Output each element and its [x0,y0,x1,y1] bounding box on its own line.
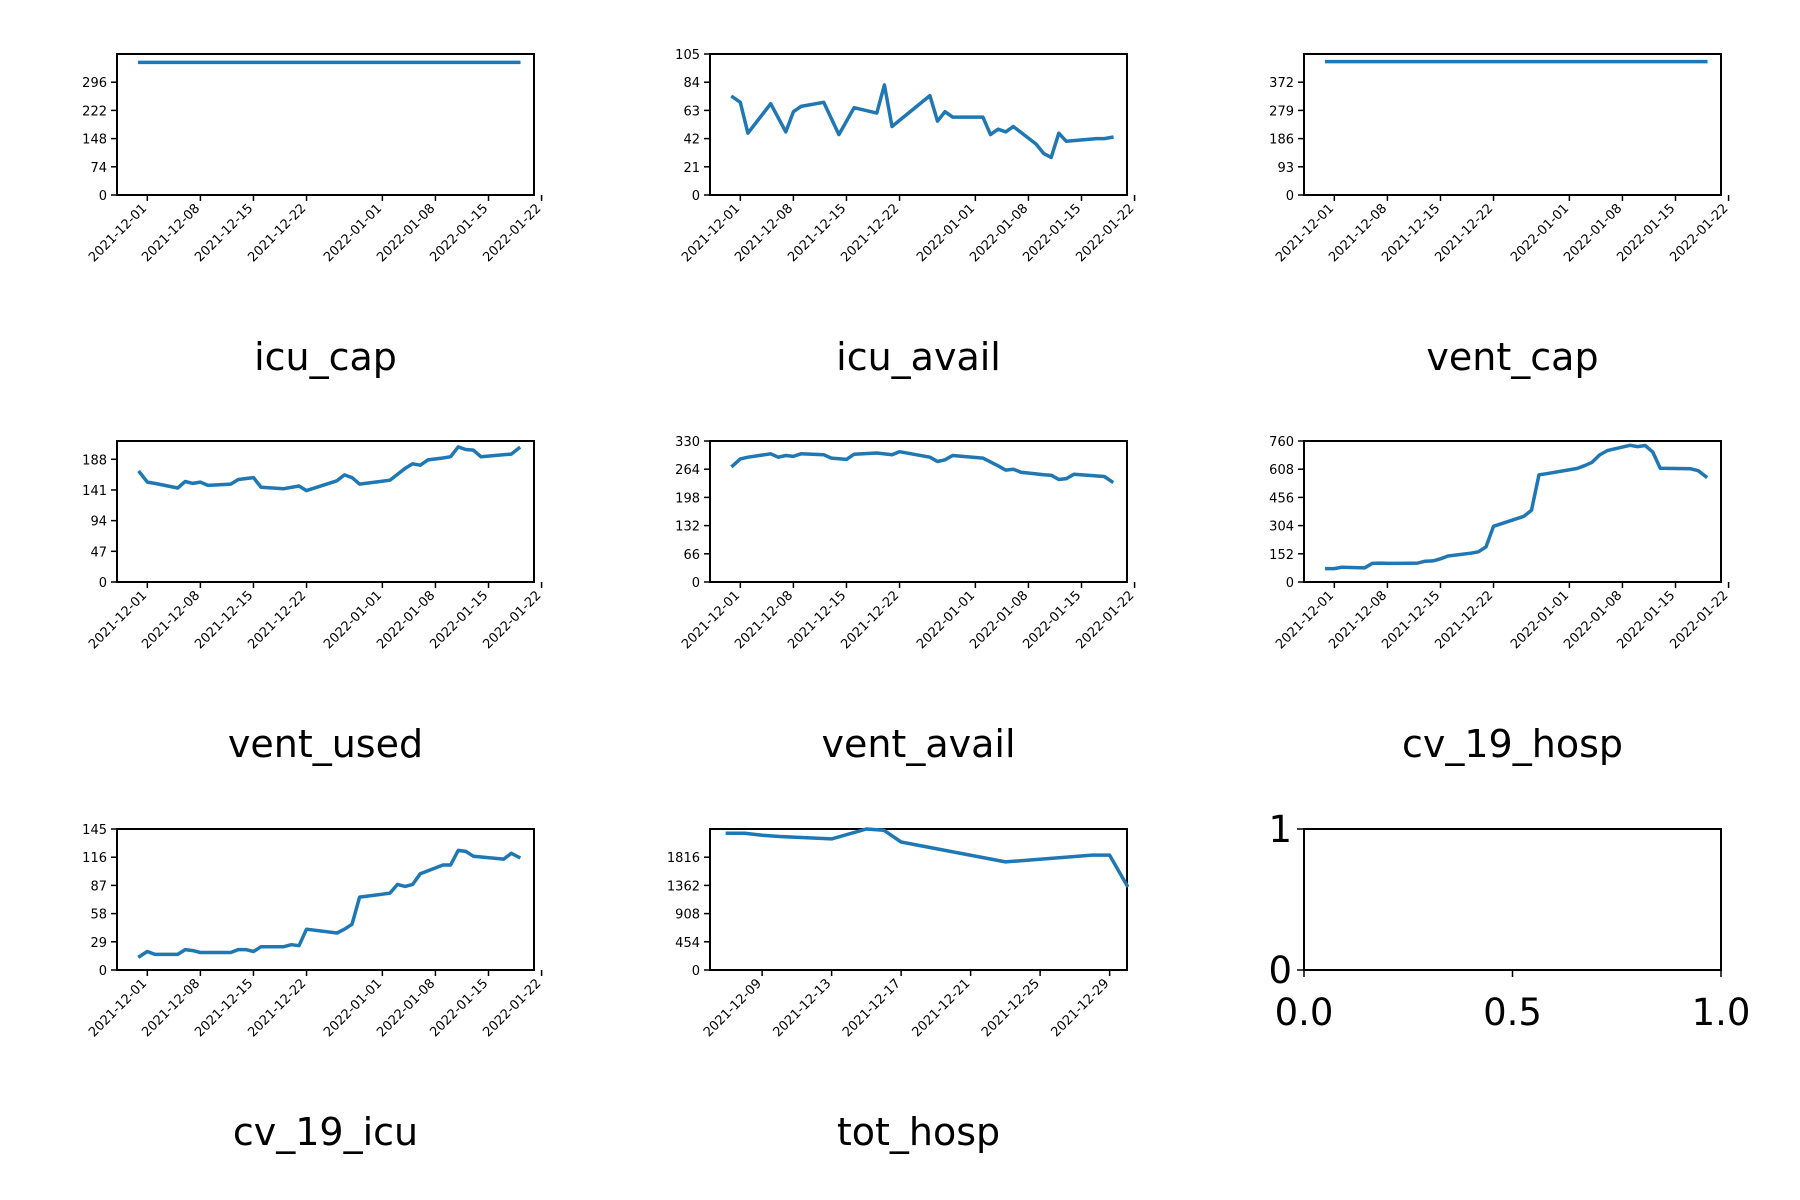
y-tick-label: 1 [1268,808,1292,851]
x-axis-label: vent_avail [821,722,1015,766]
y-tick-label: 152 [1269,548,1294,563]
y-tick-label: 93 [1277,161,1294,176]
y-tick-label: 116 [82,851,107,866]
plot-frame [709,440,1128,583]
y-tick-label: 87 [90,879,107,894]
y-tick-label: 264 [675,463,700,478]
y-tick-label: 141 [82,484,107,499]
y-tick-label: 222 [82,104,107,119]
y-tick-label: 456 [1269,491,1294,506]
x-axis-label: icu_cap [254,335,397,379]
plot-frame [1303,53,1722,196]
y-tick-label: 145 [82,823,107,838]
x-tick-label: 1.0 [1692,991,1751,1034]
y-tick-label: 908 [675,908,700,923]
x-axis-label: icu_avail [836,335,1001,379]
y-tick-label: 296 [82,76,107,91]
y-tick-label: 66 [683,548,700,563]
plot-frame [116,440,535,583]
y-tick-label: 58 [90,908,107,923]
series-line [1324,443,1709,571]
y-tick-label: 132 [675,520,700,535]
x-tick-label: 0.5 [1483,991,1542,1034]
y-tick-label: 304 [1269,520,1294,535]
y-tick-label: 198 [675,491,700,506]
x-tick-label: 2021-12-29 [1048,976,1112,1040]
x-axis-label: tot_hosp [837,1110,1000,1154]
plot-frame [1303,440,1722,583]
series-line [730,449,1115,485]
y-tick-label: 0 [1286,576,1294,591]
series-line [725,827,1130,888]
series-line [137,848,522,959]
x-tick-label: 2021-12-25 [979,976,1043,1040]
plot-frame [709,828,1128,971]
plot-frame [116,53,535,196]
y-tick-label: 0 [99,189,107,204]
y-tick-label: 47 [90,545,107,560]
x-axis-label: cv_19_icu [233,1110,418,1154]
y-tick-label: 0 [692,576,700,591]
y-tick-label: 372 [1269,76,1294,91]
y-tick-label: 0 [1268,949,1292,992]
x-tick-label: 2021-12-13 [770,976,834,1040]
y-tick-label: 0 [692,189,700,204]
y-tick-label: 760 [1269,435,1294,450]
y-tick-label: 0 [99,964,107,979]
y-tick-label: 1816 [667,851,700,866]
y-tick-label: 608 [1269,463,1294,478]
plot-frame [116,828,535,971]
y-tick-label: 279 [1269,104,1294,119]
y-tick-label: 94 [90,515,107,530]
series-line [137,445,522,493]
y-tick-label: 148 [82,133,107,148]
y-tick-label: 74 [90,161,107,176]
y-tick-label: 105 [675,48,700,63]
x-tick-label: 2021-12-21 [909,976,973,1040]
y-tick-label: 1362 [667,879,700,894]
y-tick-label: 29 [90,936,107,951]
x-tick-label: 0.0 [1275,991,1334,1034]
series-line [730,83,1114,160]
y-tick-label: 63 [683,104,700,119]
y-tick-label: 0 [1286,189,1294,204]
y-tick-label: 186 [1269,133,1294,148]
y-tick-label: 0 [99,576,107,591]
y-tick-label: 454 [675,936,700,951]
x-tick-label: 2021-12-17 [840,976,904,1040]
y-tick-label: 330 [675,435,700,450]
x-axis-label: cv_19_hosp [1402,722,1623,766]
x-axis-label: vent_used [228,722,423,766]
y-tick-label: 84 [683,76,700,91]
x-tick-label: 2021-12-09 [701,976,765,1040]
y-tick-label: 42 [683,133,700,148]
y-tick-label: 0 [692,964,700,979]
x-axis-label: vent_cap [1426,335,1598,379]
plot-frame [709,53,1128,196]
plot-frame [1303,828,1722,971]
y-tick-label: 21 [683,161,700,176]
y-tick-label: 188 [82,453,107,468]
